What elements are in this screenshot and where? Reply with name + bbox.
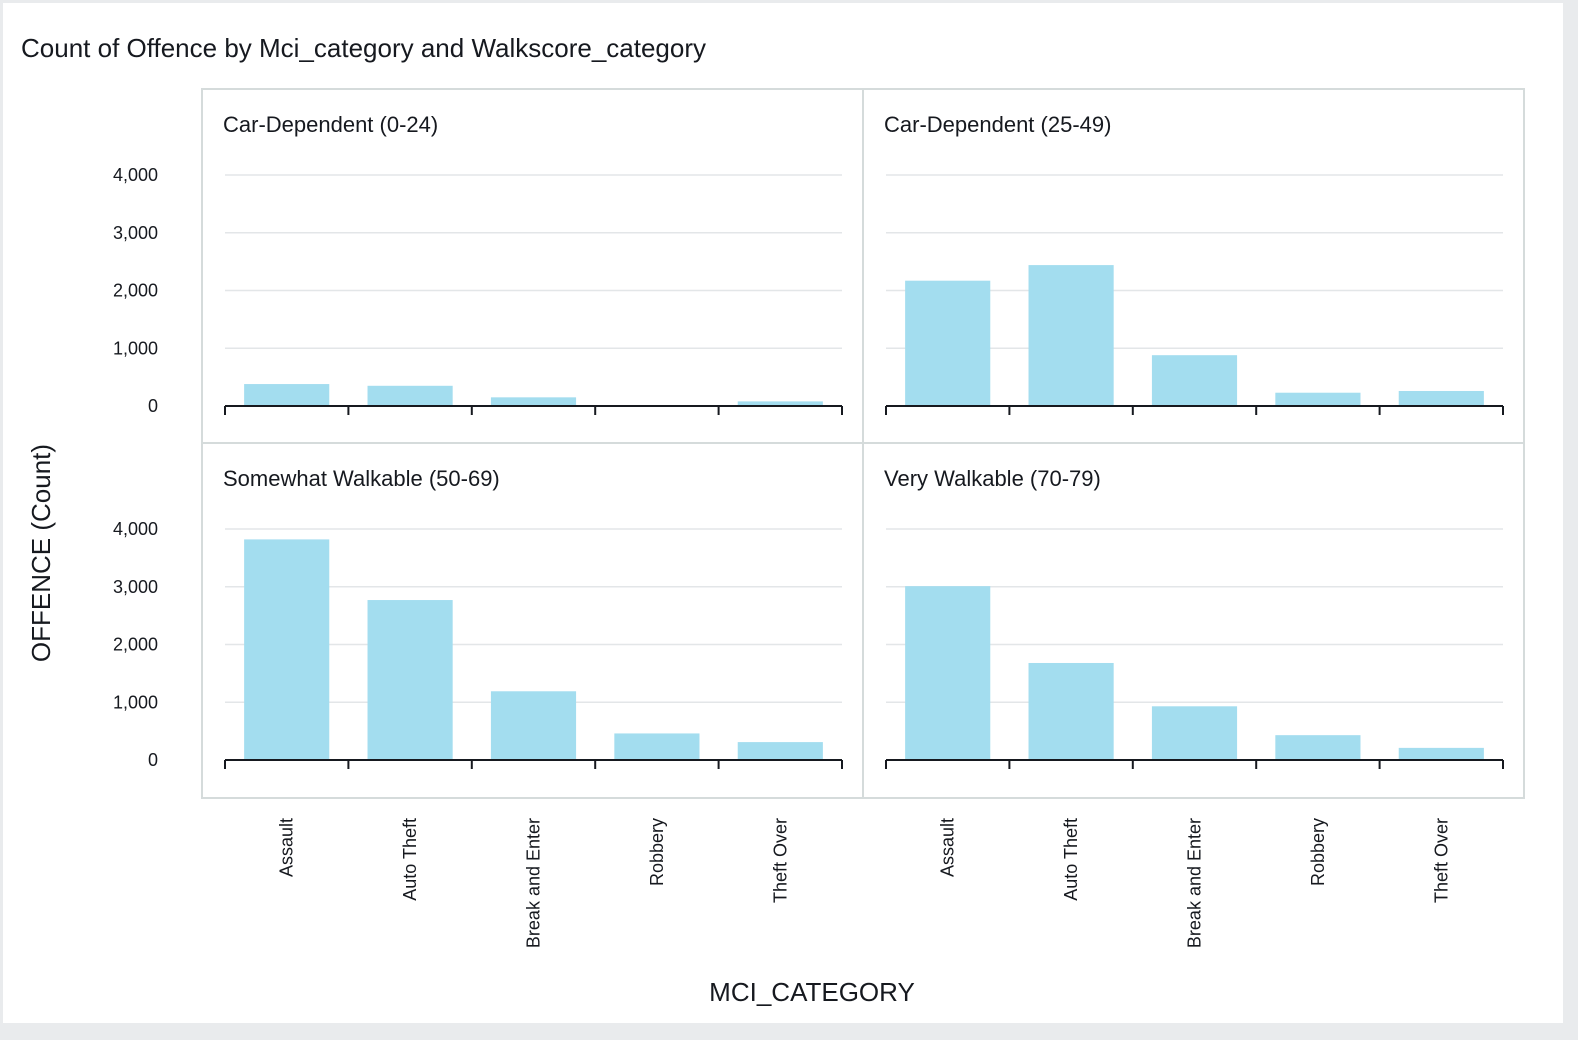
- x-tick-label: Theft Over: [770, 818, 790, 903]
- panel-1: Car-Dependent (25-49): [862, 88, 1525, 444]
- panel-title: Car-Dependent (25-49): [884, 112, 1111, 137]
- y-tick-label: 4,000: [113, 519, 158, 539]
- bar: [367, 600, 453, 760]
- y-tick-label: 2,000: [113, 635, 158, 655]
- chart-title: Count of Offence by Mci_category and Wal…: [21, 33, 706, 63]
- y-tick-label: 3,000: [113, 577, 158, 597]
- bar: [614, 733, 700, 760]
- chart-card: Count of Offence by Mci_category and Wal…: [3, 3, 1563, 1023]
- x-tick-label: Auto Theft: [1061, 818, 1081, 901]
- bar: [905, 586, 991, 760]
- panel-border: [862, 442, 1525, 799]
- bar: [244, 384, 330, 406]
- x-tick-label: Theft Over: [1431, 818, 1451, 903]
- bar: [1151, 355, 1238, 406]
- panel-title: Somewhat Walkable (50-69): [223, 466, 500, 491]
- y-tick-label: 4,000: [113, 165, 158, 185]
- panel-title: Car-Dependent (0-24): [223, 112, 438, 137]
- bar: [737, 401, 823, 406]
- y-axis-title: OFFENCE (Count): [26, 444, 56, 662]
- panel-0: Car-Dependent (0-24) 0 1,000 2,000 3,000 4,00…: [113, 88, 864, 444]
- bar: [1028, 662, 1114, 760]
- y-tick-label: 1,000: [113, 692, 158, 712]
- x-tick-label: Auto Theft: [400, 818, 420, 901]
- x-tick-label: Break and Enter: [1185, 818, 1205, 948]
- bar: [490, 397, 577, 406]
- chart-canvas: Count of Offence by Mci_category and Wal…: [21, 33, 1525, 1007]
- bar: [367, 385, 453, 406]
- x-axis-title: MCI_CATEGORY: [709, 977, 915, 1007]
- x-tick-label: Assault: [277, 818, 297, 877]
- bar: [1398, 747, 1484, 760]
- y-tick-label: 0: [148, 750, 158, 770]
- y-tick-label: 1,000: [113, 338, 158, 358]
- bar: [490, 691, 577, 760]
- x-tick-label: Assault: [938, 818, 958, 877]
- bar: [737, 742, 823, 760]
- bar: [1028, 265, 1114, 406]
- bar: [244, 539, 330, 760]
- x-tick-label: Break and Enter: [524, 818, 544, 948]
- panel-2: Somewhat Walkable (50-69) 0 1,000 2,000 3,00…: [113, 442, 864, 948]
- bar: [1275, 735, 1361, 760]
- bar: [1275, 392, 1361, 406]
- bar: [1398, 390, 1484, 406]
- panel-3: Very Walkable (70-79) Assault Auto Theft Br…: [862, 442, 1525, 948]
- y-tick-label: 3,000: [113, 223, 158, 243]
- panel-title: Very Walkable (70-79): [884, 466, 1101, 491]
- x-tick-label: Robbery: [647, 818, 667, 886]
- y-tick-label: 0: [148, 396, 158, 416]
- x-tick-label: Robbery: [1308, 818, 1328, 886]
- bar: [1151, 706, 1238, 760]
- panels-layer: Car-Dependent (0-24) 0 1,000 2,000 3,000 4,00…: [113, 88, 1525, 948]
- y-tick-label: 2,000: [113, 281, 158, 301]
- bar: [905, 280, 991, 406]
